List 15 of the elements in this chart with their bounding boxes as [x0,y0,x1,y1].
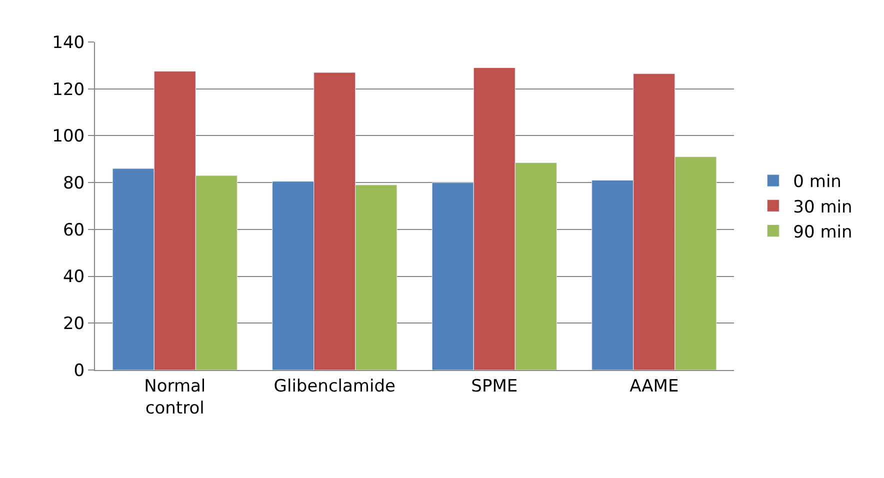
y-tick-label: 80 [62,174,85,194]
legend-label: 0 min [793,172,842,192]
y-tick-label: 120 [52,80,85,100]
y-tick-label: 40 [62,267,85,288]
x-tick-label: Normal control [144,376,206,418]
x-tick-label: AAME [630,376,679,396]
y-tick-label: 100 [52,126,85,147]
x-tick-label: Glibenclamide [274,376,396,396]
y-tick-label: 0 [74,360,85,381]
y-tick-label: 20 [62,314,85,334]
legend-label: 30 min [793,197,852,218]
x-tick-label: SPME [471,376,518,396]
legend-label: 90 min [793,222,852,242]
y-tick-label: 140 [52,32,85,53]
y-tick-label: 60 [62,220,85,240]
